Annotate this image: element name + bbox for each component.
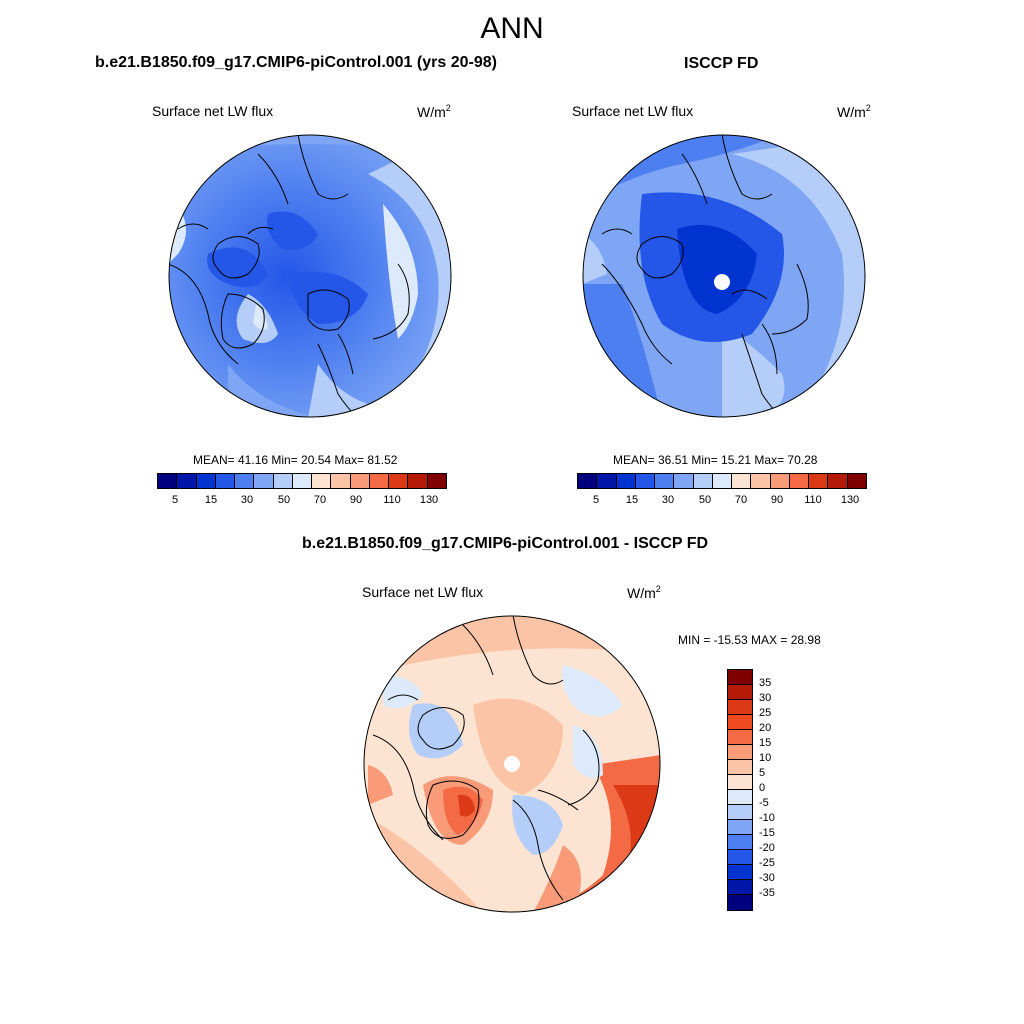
main-title: ANN xyxy=(480,12,544,45)
colorbar-swatch xyxy=(728,865,752,880)
colorbar-swatch xyxy=(728,790,752,805)
panel2-map xyxy=(582,134,866,418)
colorbar-swatch xyxy=(312,474,332,488)
colorbar-swatch xyxy=(728,745,752,760)
colorbar-swatch xyxy=(350,474,370,488)
panel1-colorbar xyxy=(157,473,447,489)
panel1-map xyxy=(168,134,452,418)
cb1-label: 30 xyxy=(240,494,254,506)
colorbar-swatch xyxy=(655,474,675,488)
colorbar-swatch xyxy=(728,820,752,835)
cb3-label: 10 xyxy=(759,752,772,764)
cb3-label: 25 xyxy=(759,707,772,719)
panel3-title: b.e21.B1850.f09_g17.CMIP6-piControl.001 … xyxy=(302,535,709,552)
colorbar-swatch xyxy=(728,700,752,715)
colorbar-swatch xyxy=(635,474,656,488)
cb2-label: 15 xyxy=(625,494,639,506)
colorbar-swatch xyxy=(728,685,752,700)
cb1-label: 70 xyxy=(313,494,327,506)
colorbar-swatch xyxy=(616,474,636,488)
colorbar-swatch xyxy=(847,474,866,488)
cb3-label: 15 xyxy=(759,737,772,749)
cb2-label: 90 xyxy=(770,494,784,506)
panel1-variable: Surface net LW flux xyxy=(152,103,274,119)
panel3-units: W/m2 xyxy=(627,584,661,601)
cb1-label: 130 xyxy=(419,494,439,506)
colorbar-swatch xyxy=(712,474,733,488)
colorbar-swatch xyxy=(674,474,694,488)
colorbar-swatch xyxy=(369,474,390,488)
cb2-label: 110 xyxy=(804,494,822,506)
panel2-stats: MEAN= 36.51 Min= 15.21 Max= 70.28 xyxy=(613,453,818,467)
cb1-label: 5 xyxy=(171,494,179,506)
colorbar-swatch xyxy=(728,760,752,775)
colorbar-swatch xyxy=(597,474,617,488)
cb3-label: 0 xyxy=(759,782,766,794)
cb3-label: -25 xyxy=(759,857,775,869)
panel3-colorbar xyxy=(727,669,753,911)
colorbar-swatch xyxy=(751,474,771,488)
colorbar-swatch xyxy=(196,474,216,488)
cb3-label: 30 xyxy=(759,692,772,704)
colorbar-swatch xyxy=(728,715,752,730)
cb2-label: 5 xyxy=(592,494,600,506)
colorbar-swatch xyxy=(728,775,752,790)
colorbar-swatch xyxy=(828,474,848,488)
cb3-label: -10 xyxy=(759,812,775,824)
colorbar-swatch xyxy=(728,730,752,745)
colorbar-swatch xyxy=(158,474,178,488)
cb3-label: -35 xyxy=(759,887,775,899)
panel3-map xyxy=(363,615,661,913)
colorbar-swatch xyxy=(578,474,598,488)
colorbar-swatch xyxy=(789,474,810,488)
colorbar-swatch xyxy=(732,474,752,488)
cb1-label: 110 xyxy=(383,494,401,506)
colorbar-swatch xyxy=(728,805,752,820)
colorbar-swatch xyxy=(177,474,197,488)
colorbar-swatch xyxy=(427,474,446,488)
colorbar-swatch xyxy=(809,474,829,488)
colorbar-swatch xyxy=(254,474,274,488)
panel2-variable: Surface net LW flux xyxy=(572,103,694,119)
colorbar-swatch xyxy=(728,835,752,850)
panel2-units: W/m2 xyxy=(837,103,871,120)
colorbar-swatch xyxy=(728,880,752,895)
colorbar-swatch xyxy=(273,474,293,488)
panel1-stats: MEAN= 41.16 Min= 20.54 Max= 81.52 xyxy=(193,453,398,467)
panel3-stats: MIN = -15.53 MAX = 28.98 xyxy=(678,633,821,647)
panel3-variable: Surface net LW flux xyxy=(362,584,484,600)
colorbar-swatch xyxy=(408,474,428,488)
colorbar-swatch xyxy=(728,850,752,865)
panel2-title: ISCCP FD xyxy=(684,55,759,72)
colorbar-swatch xyxy=(215,474,236,488)
cb3-label: 5 xyxy=(759,767,766,779)
colorbar-swatch xyxy=(728,895,752,910)
cb3-label: -5 xyxy=(759,797,769,809)
panel1-title: b.e21.B1850.f09_g17.CMIP6-piControl.001 … xyxy=(95,54,497,71)
panel2-colorbar-labels: 5 15 30 50 70 90 110 130 xyxy=(0,494,1024,508)
cb3-label: -15 xyxy=(759,827,775,839)
colorbar-swatch xyxy=(770,474,790,488)
panel2-colorbar xyxy=(577,473,867,489)
colorbar-swatch xyxy=(331,474,351,488)
colorbar-swatch xyxy=(235,474,255,488)
panel1-colorbar-labels: 5 15 30 50 70 90 110 130 xyxy=(0,494,1024,508)
colorbar-swatch xyxy=(389,474,409,488)
cb2-label: 70 xyxy=(734,494,748,506)
colorbar-swatch xyxy=(693,474,713,488)
cb2-label: 30 xyxy=(661,494,675,506)
cb1-label: 15 xyxy=(204,494,218,506)
panel1-units: W/m2 xyxy=(417,103,451,120)
cb3-label: -20 xyxy=(759,842,775,854)
colorbar-swatch xyxy=(728,670,752,685)
cb3-label: 35 xyxy=(759,677,772,689)
cb1-label: 90 xyxy=(349,494,363,506)
cb2-label: 130 xyxy=(840,494,860,506)
cb3-label: -30 xyxy=(759,872,775,884)
cb1-label: 50 xyxy=(277,494,291,506)
cb2-label: 50 xyxy=(698,494,712,506)
cb3-label: 20 xyxy=(759,722,772,734)
colorbar-swatch xyxy=(292,474,313,488)
